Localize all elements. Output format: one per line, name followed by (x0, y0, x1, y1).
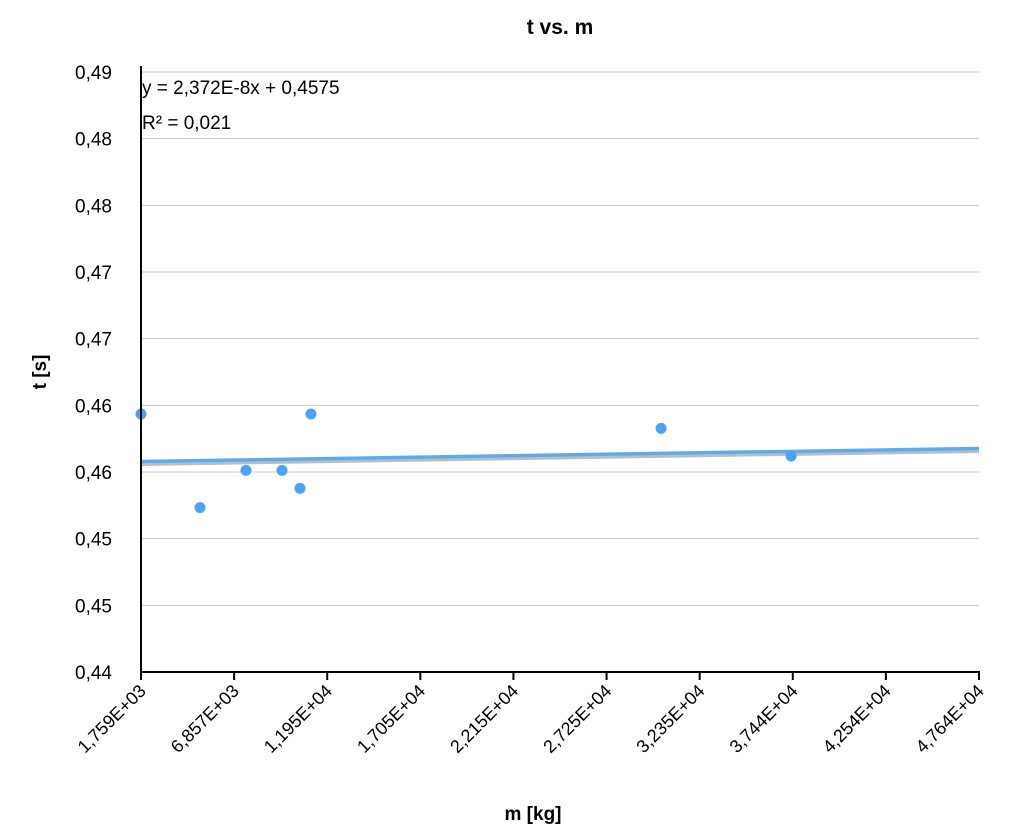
y-tick-label: 0,46 (75, 396, 112, 417)
data-point (785, 450, 797, 462)
trendline-r-squared: R² = 0,021 (142, 113, 231, 134)
y-axis-label: t [s] (30, 355, 51, 390)
data-point (305, 408, 317, 420)
x-tick-label: 4,764E+04 (912, 681, 988, 757)
y-tick-label: 0,46 (75, 463, 112, 484)
x-tick-label: 4,254E+04 (819, 681, 895, 757)
x-tick-label: 1,195E+04 (260, 681, 336, 757)
x-tick-label: 6,857E+03 (167, 681, 243, 757)
y-tick-label: 0,45 (75, 530, 112, 551)
y-tick-label: 0,48 (75, 130, 112, 151)
data-point (276, 464, 288, 476)
y-tick-label: 0,45 (75, 596, 112, 617)
y-tick-label: 0,44 (75, 663, 112, 684)
x-tick-label: 1,705E+04 (353, 681, 429, 757)
y-tick-labels: 0,44 0,45 0,45 0,46 0,46 0,47 0,47 0,48 0,48 0,49 (75, 63, 112, 684)
trendline-shadow (140, 449, 980, 466)
y-tick-label: 0,47 (75, 330, 112, 351)
x-tick-label: 3,744E+04 (726, 681, 802, 757)
y-tick-label: 0,48 (75, 196, 112, 217)
x-tick-label: 2,725E+04 (539, 681, 615, 757)
trendline-group (140, 446, 980, 466)
x-tick-label: 1,759E+03 (74, 681, 150, 757)
data-point (294, 482, 306, 494)
y-tick-label: 0,47 (75, 263, 112, 284)
trendline-equation: y = 2,372E-8x + 0,4575 (142, 78, 340, 99)
x-tick-label: 3,235E+04 (632, 681, 708, 757)
trendline (140, 446, 980, 464)
x-tick-label: 2,215E+04 (446, 681, 522, 757)
data-point (240, 464, 252, 476)
data-point (655, 422, 667, 434)
data-point (194, 502, 206, 514)
x-axis-label: m [kg] (505, 804, 562, 825)
x-tick-labels: 1,759E+03 6,857E+03 1,195E+04 1,705E+04 2,21… (74, 672, 988, 757)
y-tick-label: 0,49 (75, 63, 112, 84)
gridlines (141, 71, 979, 606)
chart-title: t vs. m (527, 16, 594, 39)
